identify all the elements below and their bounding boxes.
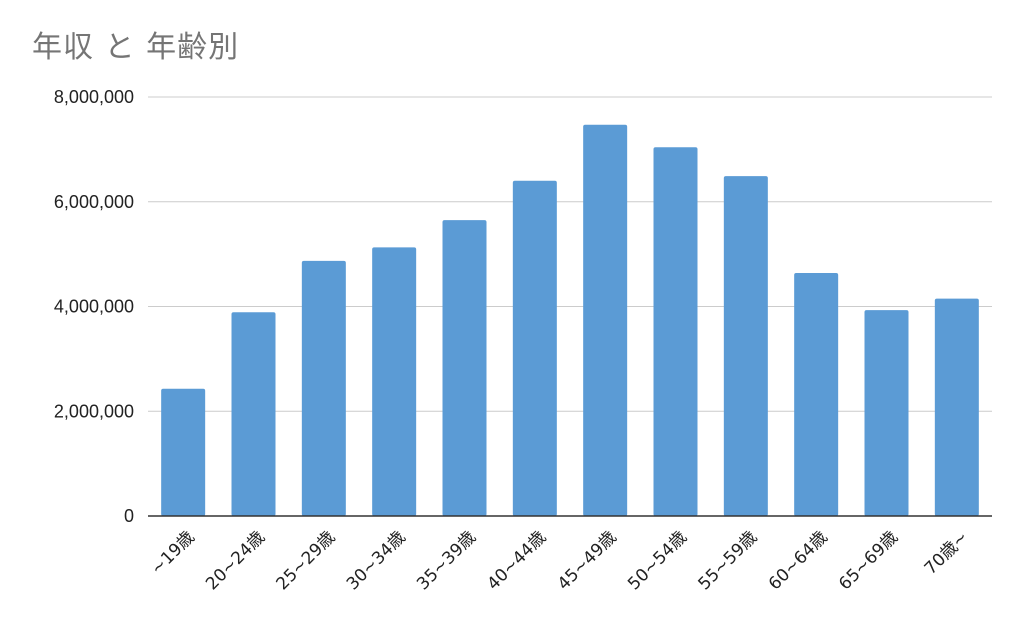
x-tick-label: 60~64歳 [765,527,832,594]
x-tick-label: 30~34歳 [343,527,410,594]
x-tick-label: 65~69歳 [835,527,902,594]
bar [653,147,698,516]
bar [864,310,909,516]
y-tick-label: 0 [124,506,134,526]
x-tick-label: 20~24歳 [202,527,269,594]
gridlines [148,96,992,412]
bar [372,247,417,516]
x-tick-label: 40~44歳 [484,527,551,594]
bar [231,312,276,516]
bar [723,176,768,516]
bar [934,298,979,516]
bar [442,220,487,517]
x-tick-label: ~19歳 [147,527,199,579]
bar [512,180,557,517]
x-tick-label: 35~39歳 [413,527,480,594]
y-tick-label: 2,000,000 [54,401,134,421]
y-tick-label: 6,000,000 [54,192,134,212]
bar [794,272,839,516]
x-tick-label: 55~59歳 [695,527,762,594]
bars [161,124,979,517]
chart-title: 年収 と 年齢別 [32,30,240,65]
x-tick-label: 25~29歳 [273,527,340,594]
bar [161,388,206,516]
x-tick-label: 50~54歳 [624,527,691,594]
x-tick-label: 70歳~ [921,527,973,579]
bar [583,124,628,516]
bar [301,260,346,516]
x-axis-ticks: ~19歳 20~24歳 25~29歳 30~34歳 35~39歳 40~44歳 45~49歳… [147,527,972,594]
y-tick-label: 4,000,000 [54,297,134,317]
y-tick-label: 8,000,000 [54,87,134,107]
y-axis-ticks: 0 2,000,000 4,000,000 6,000,000 8,000,000 [54,87,134,526]
x-tick-label: 45~49歳 [554,527,621,594]
